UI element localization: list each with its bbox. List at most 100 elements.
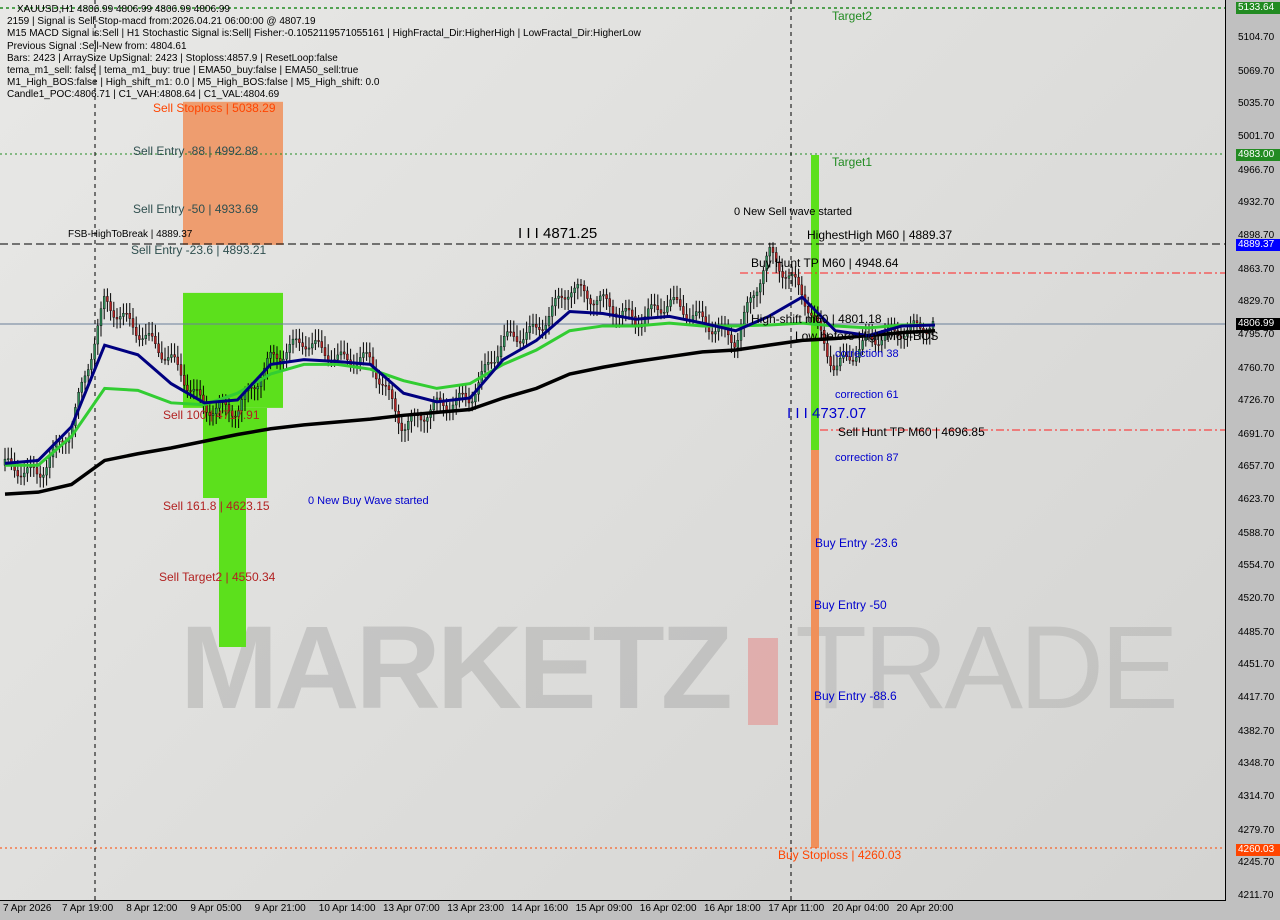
buy-hunt-label: Buy Hunt TP M60 | 4948.64: [751, 256, 899, 270]
candle: [631, 309, 634, 317]
candle: [813, 315, 816, 317]
candle: [186, 384, 189, 391]
sell-target-zone: [183, 292, 283, 408]
y-tick-label: 4966.70: [1238, 164, 1275, 176]
chart-svg: [0, 0, 1225, 900]
x-tick-label: 16 Apr 18:00: [704, 903, 761, 914]
candle: [128, 313, 132, 319]
candle: [554, 298, 557, 307]
candle: [269, 352, 272, 359]
sell-entry-50-label: Sell Entry -50 | 4933.69: [133, 202, 259, 216]
info-line: tema_m1_sell: false | tema_m1_buy: true …: [7, 65, 359, 77]
candle: [659, 309, 663, 314]
candle: [493, 362, 496, 364]
candle: [611, 306, 615, 315]
candle: [583, 284, 586, 292]
candle: [291, 338, 295, 345]
candle: [845, 354, 848, 357]
x-tick-label: 13 Apr 07:00: [383, 903, 440, 914]
candle: [343, 351, 346, 355]
y-tick-label: 4657.70: [1238, 461, 1275, 473]
candle: [832, 365, 835, 371]
candle: [531, 324, 535, 327]
candle: [307, 347, 311, 350]
candle: [403, 429, 407, 431]
candle: [701, 311, 704, 317]
candle: [106, 296, 109, 302]
target2-label: Target2: [832, 9, 873, 23]
candle: [522, 339, 525, 344]
watermark-right: TRADE: [795, 602, 1179, 734]
candle: [45, 467, 48, 476]
candle: [182, 375, 186, 386]
candle: [455, 397, 458, 406]
candle: [595, 300, 599, 305]
candle: [547, 316, 551, 326]
buy-target-zone: [811, 155, 819, 450]
buy-entry-23-label: Buy Entry -23.6: [815, 536, 898, 550]
candle: [234, 415, 237, 418]
candle: [855, 357, 858, 362]
candle: [35, 467, 39, 475]
y-tick-label: 4932.70: [1238, 197, 1275, 209]
ema-mid-line: [5, 321, 935, 467]
candle: [295, 338, 298, 341]
y-tick-label: 4417.70: [1238, 692, 1275, 704]
candle: [589, 298, 592, 305]
candle: [109, 301, 112, 311]
sell-entry-23-label: Sell Entry -23.6 | 4893.21: [131, 243, 267, 257]
highest-high-label: HighestHigh M60 | 4889.37: [807, 228, 953, 242]
candle: [567, 296, 570, 300]
candle: [528, 326, 531, 333]
info-line: Bars: 2423 | ArraySize UpSignal: 2423 | …: [7, 52, 338, 64]
candle: [810, 312, 813, 316]
candle: [23, 472, 26, 478]
candle: [733, 342, 736, 348]
candle: [6, 458, 10, 460]
candle: [240, 399, 244, 411]
y-tick-label: 4520.70: [1238, 593, 1275, 605]
candle: [166, 357, 170, 361]
candle: [141, 338, 144, 340]
candle: [711, 331, 714, 335]
candle: [608, 298, 611, 307]
candle: [86, 369, 90, 377]
candle: [118, 316, 122, 320]
candle: [208, 412, 212, 416]
correction-61-label: correction 61: [835, 389, 899, 401]
candle: [317, 340, 320, 342]
candle: [784, 277, 787, 279]
candle: [835, 365, 839, 371]
candle: [490, 362, 493, 364]
candle: [419, 415, 423, 421]
candle: [272, 352, 275, 355]
candle: [19, 475, 23, 478]
candle: [544, 325, 547, 331]
candle: [794, 274, 797, 278]
symbol-line: XAUUSD,H1 4806.99 4806.99 4806.99 4806.9…: [17, 4, 230, 15]
low-before-high-label: Low before High M60-BOS: [795, 329, 939, 343]
new-sell-wave-label: 0 New Sell wave started: [734, 206, 852, 218]
info-line: M1_High_BOS:false | High_shift_m1: 0.0 |…: [7, 77, 380, 89]
candle: [519, 341, 522, 344]
candle: [573, 287, 576, 293]
candle: [115, 317, 119, 320]
candle: [227, 404, 231, 412]
y-tick-label: 4726.70: [1238, 395, 1275, 407]
candle: [903, 336, 906, 339]
x-tick-label: 15 Apr 09:00: [575, 903, 633, 914]
x-tick-label: 16 Apr 02:00: [639, 903, 697, 914]
candle: [160, 352, 164, 360]
candle: [762, 270, 765, 284]
candle: [432, 401, 435, 411]
candle: [282, 358, 285, 362]
candle: [650, 304, 653, 310]
candle: [170, 354, 173, 358]
sell-target2-label: Sell Target2 | 4550.34: [159, 570, 276, 584]
candle: [189, 390, 192, 392]
candle: [515, 336, 519, 342]
candle: [797, 276, 800, 286]
x-tick-label: 17 Apr 11:00: [768, 903, 825, 914]
buy-stop-zone: [811, 450, 819, 848]
chart-area[interactable]: MARKETZ TRADE XAUUSD,H1 4806.99 4806.99 …: [0, 0, 1226, 901]
